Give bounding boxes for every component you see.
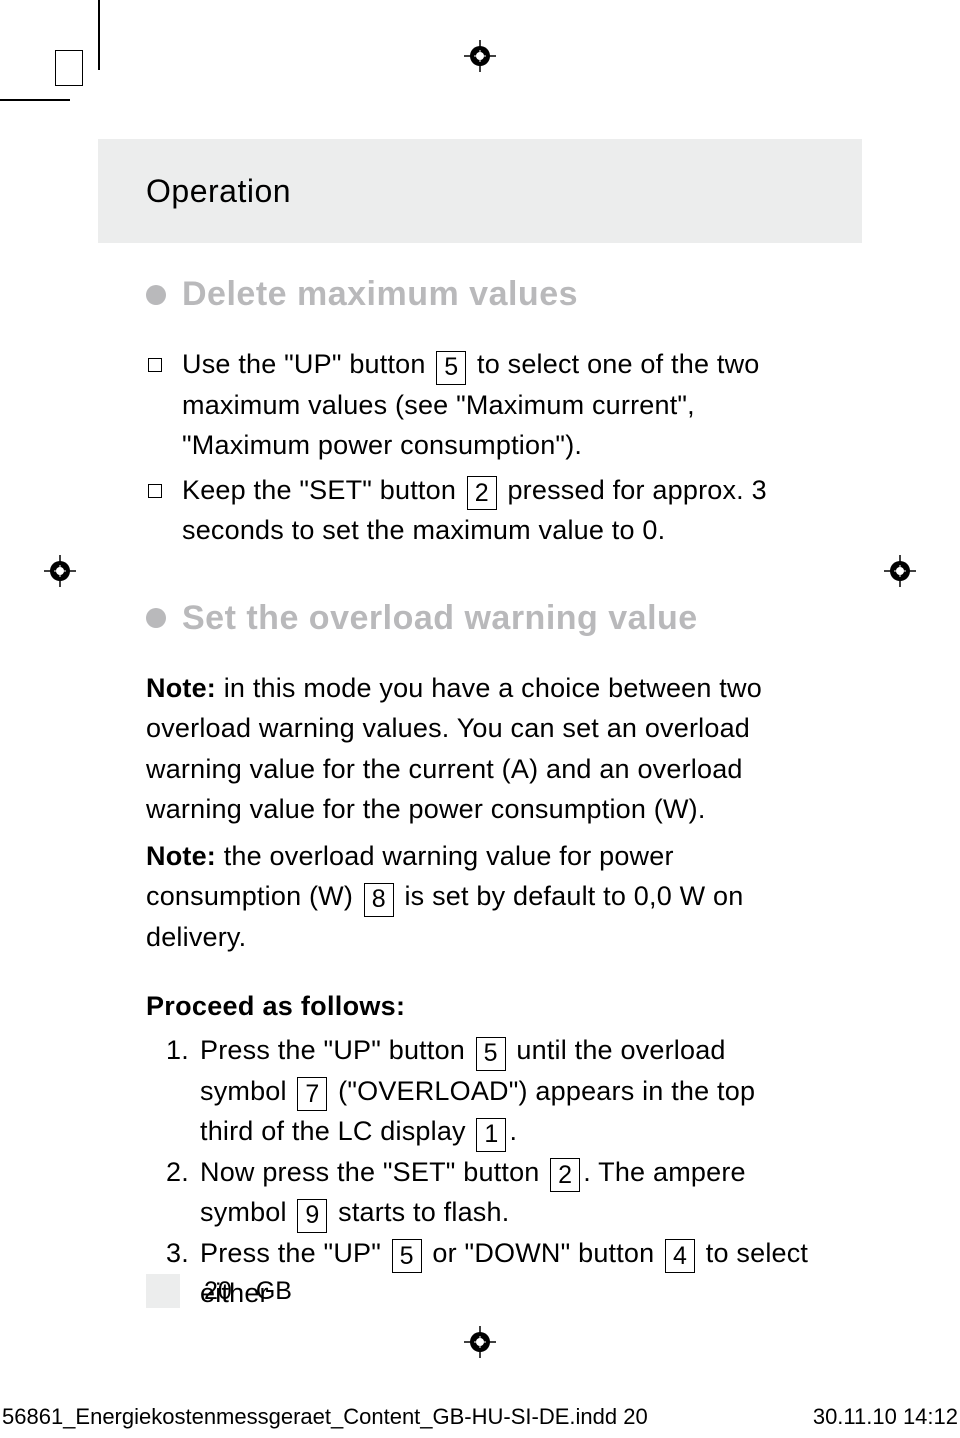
proceed-heading: Proceed as follows:: [146, 991, 816, 1022]
ref-number-box: 9: [297, 1199, 327, 1233]
ref-number-box: 5: [476, 1037, 506, 1071]
registration-target-left-icon: [44, 555, 76, 587]
crop-mark-icon: [0, 99, 70, 101]
step-item: 1. Press the "UP" button 5 until the ove…: [166, 1030, 816, 1152]
section1-list: Use the "UP" button 5 to select one of t…: [148, 344, 816, 551]
ref-number-box: 8: [364, 883, 394, 917]
footer-box-icon: [146, 1274, 180, 1308]
page-language: GB: [256, 1277, 292, 1306]
list-item: Keep the "SET" button 2 pressed for appr…: [148, 470, 816, 551]
crop-box-icon: [55, 50, 83, 86]
step-item: 2. Now press the "SET" button 2. The amp…: [166, 1152, 816, 1233]
ref-number-box: 7: [297, 1077, 327, 1111]
list-item-text: Keep the "SET" button 2 pressed for appr…: [182, 470, 816, 551]
section-heading-delete: Delete maximum values: [146, 275, 816, 314]
bullet-icon: [146, 285, 166, 305]
section-header-title: Operation: [98, 173, 291, 210]
step-text: Now press the "SET" button 2. The ampere…: [200, 1152, 816, 1233]
print-metadata-line: 56861_Energiekostenmessgeraet_Content_GB…: [0, 1404, 960, 1430]
bullet-icon: [146, 608, 166, 628]
step-text: Press the "UP" 5 or "DOWN" button 4 to s…: [200, 1233, 816, 1314]
print-datetime: 30.11.10 14:12: [813, 1404, 958, 1430]
registration-target-top-icon: [464, 40, 496, 72]
ref-number-box: 5: [392, 1239, 422, 1273]
ref-number-box: 5: [436, 351, 466, 385]
step-number: 1.: [166, 1030, 192, 1152]
step-number: 2.: [166, 1152, 192, 1233]
section-heading-text: Set the overload warning value: [182, 599, 698, 638]
steps-list: 1. Press the "UP" button 5 until the ove…: [166, 1030, 816, 1314]
registration-target-right-icon: [884, 555, 916, 587]
note-paragraph-2: Note: the overload warning value for pow…: [146, 836, 816, 958]
list-item-text: Use the "UP" button 5 to select one of t…: [182, 344, 816, 466]
page-number: 20: [204, 1277, 232, 1306]
note-label: Note:: [146, 841, 216, 871]
ref-number-box: 2: [550, 1158, 580, 1192]
crop-mark-icon: [98, 0, 100, 70]
registration-target-bottom-icon: [464, 1326, 496, 1358]
section-header-bar: Operation: [98, 139, 862, 243]
note-paragraph-1: Note: in this mode you have a choice bet…: [146, 668, 816, 830]
note-label: Note:: [146, 673, 216, 703]
ref-number-box: 1: [476, 1118, 506, 1152]
list-item: Use the "UP" button 5 to select one of t…: [148, 344, 816, 466]
checkbox-marker-icon: [148, 358, 162, 372]
page-content: Delete maximum values Use the "UP" butto…: [146, 275, 816, 1314]
print-filename: 56861_Energiekostenmessgeraet_Content_GB…: [2, 1404, 648, 1430]
ref-number-box: 2: [467, 476, 497, 510]
checkbox-marker-icon: [148, 484, 162, 498]
section-heading-text: Delete maximum values: [182, 275, 578, 314]
step-text: Press the "UP" button 5 until the overlo…: [200, 1030, 816, 1152]
ref-number-box: 4: [665, 1239, 695, 1273]
manual-page: Operation Delete maximum values Use the …: [0, 0, 960, 1438]
page-footer: 20 GB: [146, 1274, 292, 1308]
section-heading-overload: Set the overload warning value: [146, 599, 816, 638]
